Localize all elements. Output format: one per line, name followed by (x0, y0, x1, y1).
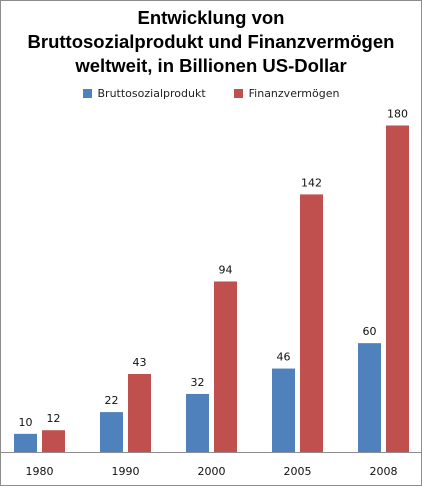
x-tick-label-1980: 1980 (26, 465, 54, 478)
bar-fv-2005 (300, 194, 323, 453)
chart-legend: Bruttosozialprodukt Finanzvermögen (0, 87, 422, 100)
chart-title-line-3: weltweit, in Billionen US-Dollar (75, 55, 347, 76)
data-label-bsp-2008: 60 (363, 325, 377, 338)
bar-bsp-1980 (14, 433, 37, 452)
bar-fv-1990 (128, 373, 151, 452)
bar-bsp-1990 (100, 412, 123, 452)
bar-bsp-2008 (358, 343, 381, 452)
legend-label-fv: Finanzvermögen (248, 87, 340, 100)
legend-label-bsp: Bruttosozialprodukt (97, 87, 206, 100)
x-tick-label-2000: 2000 (198, 465, 226, 478)
legend-swatch-bsp (82, 89, 92, 98)
legend-item-bsp: Bruttosozialprodukt (82, 87, 206, 100)
chart-title: Entwicklung von Bruttosozialprodukt und … (0, 6, 422, 78)
bar-bsp-2005 (272, 368, 295, 452)
bar-fv-2008 (386, 125, 409, 452)
data-label-bsp-2005: 46 (277, 351, 291, 364)
data-label-fv-2005: 142 (301, 176, 322, 189)
data-label-bsp-1990: 22 (105, 394, 119, 407)
x-tick-label-2005: 2005 (284, 465, 312, 478)
data-label-bsp-2000: 32 (191, 376, 205, 389)
data-label-fv-2000: 94 (219, 263, 233, 276)
legend-swatch-fv (233, 89, 243, 98)
data-label-bsp-1980: 10 (19, 416, 33, 429)
bar-bsp-2000 (186, 393, 209, 452)
x-tick-label-1990: 1990 (112, 465, 140, 478)
chart-title-line-1: Entwicklung von (137, 7, 285, 28)
x-tick-label-2008: 2008 (370, 465, 398, 478)
bar-fv-1980 (42, 430, 65, 452)
data-label-fv-1990: 43 (133, 356, 147, 369)
data-label-fv-2008: 180 (387, 107, 408, 120)
bar-fv-2000 (214, 281, 237, 452)
legend-item-fv: Finanzvermögen (233, 87, 340, 100)
chart-title-line-2: Bruttosozialprodukt und Finanzvermögen (27, 31, 395, 52)
data-label-fv-1980: 12 (47, 412, 61, 425)
